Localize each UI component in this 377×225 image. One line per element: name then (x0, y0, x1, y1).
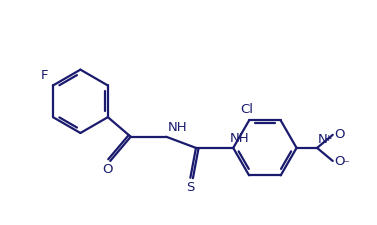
Text: ⁻: ⁻ (342, 158, 349, 171)
Text: S: S (186, 181, 195, 194)
Text: +: + (324, 134, 332, 143)
Text: N: N (318, 133, 328, 146)
Text: O: O (102, 163, 112, 176)
Text: O: O (335, 128, 345, 141)
Text: F: F (41, 69, 49, 82)
Text: NH: NH (168, 121, 188, 134)
Text: O: O (335, 155, 345, 168)
Text: Cl: Cl (241, 103, 254, 116)
Text: NH: NH (230, 132, 249, 145)
